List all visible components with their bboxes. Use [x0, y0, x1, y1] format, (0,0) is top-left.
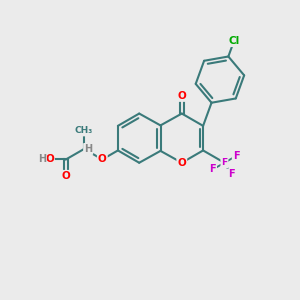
Text: O: O [98, 154, 107, 164]
Text: O: O [45, 154, 54, 164]
Text: Cl: Cl [228, 36, 240, 46]
Text: O: O [177, 158, 186, 168]
Text: O: O [177, 91, 186, 101]
Text: O: O [61, 171, 70, 181]
Text: F: F [228, 169, 235, 179]
Text: F: F [233, 151, 239, 161]
Text: CH₃: CH₃ [75, 127, 93, 136]
Text: F: F [209, 164, 216, 175]
Text: H: H [38, 154, 46, 164]
Text: F: F [221, 158, 227, 167]
Text: H: H [84, 144, 92, 154]
